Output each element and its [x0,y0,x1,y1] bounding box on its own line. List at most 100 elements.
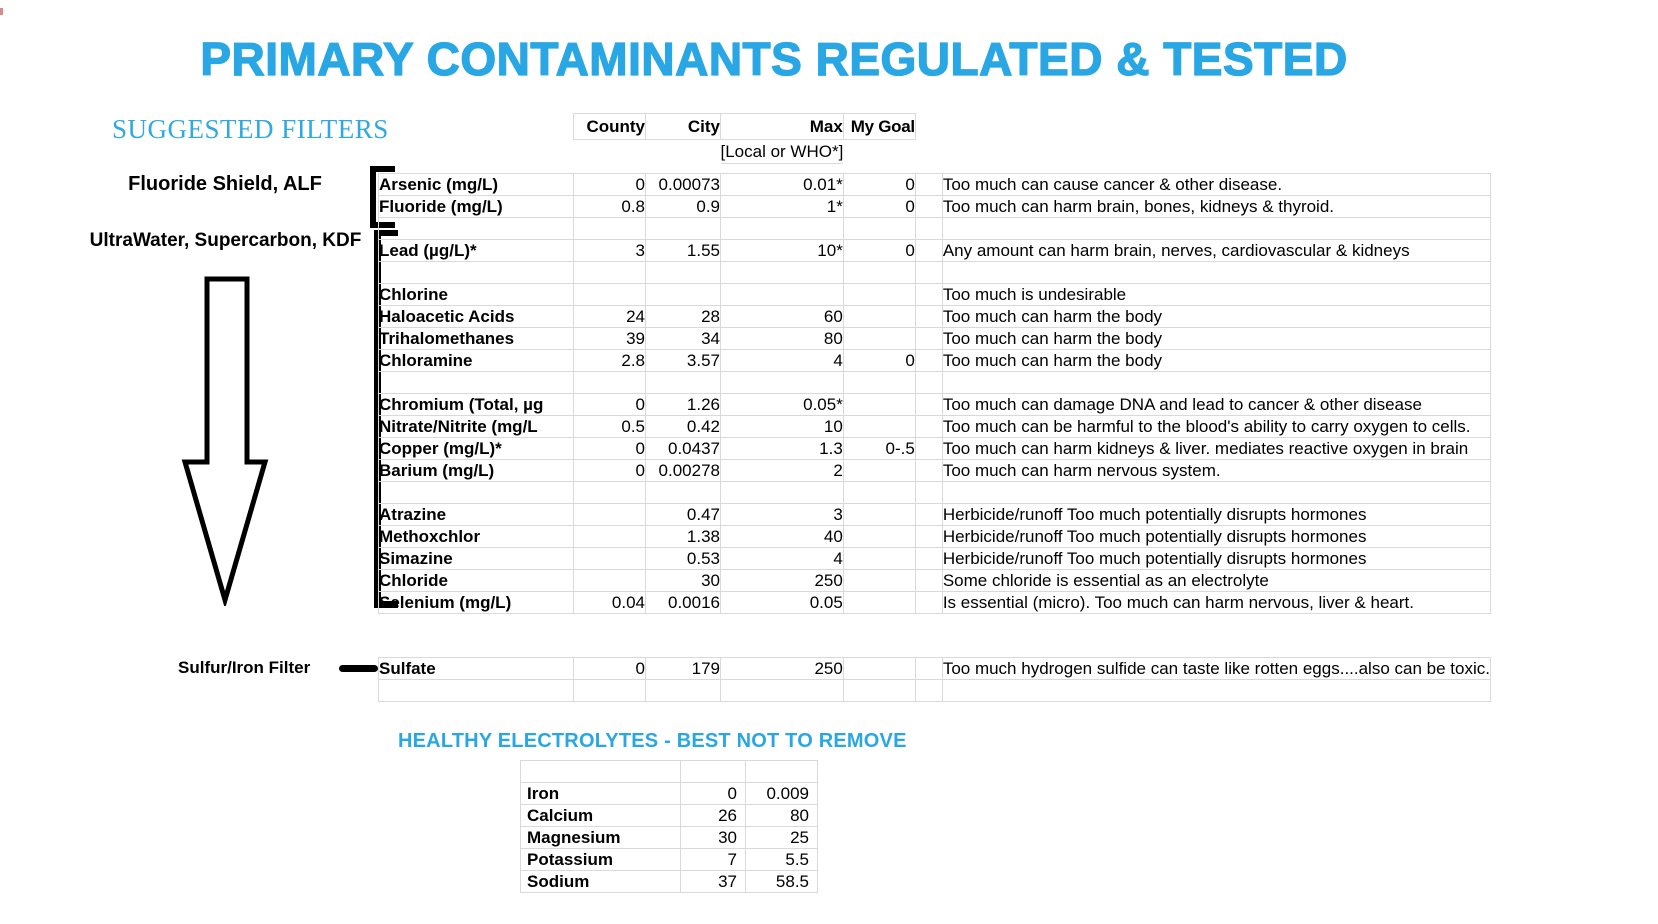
column-header-max: Max [720,113,844,140]
county-value: 0.04 [573,591,646,614]
suggested-filters-label: SUGGESTED FILTERS [112,114,389,144]
max-value: 1* [720,195,844,218]
row-description: Too much can harm the body [941,327,1491,350]
row-description: Too much can be harmful to the blood's a… [941,415,1491,438]
city-value: 3.57 [645,349,721,372]
my-goal-value [842,459,916,482]
blank-grid-row [378,679,1491,702]
column-header-county: County [573,113,646,140]
city-value: 0.47 [645,503,721,526]
row-description: Herbicide/runoff Too much potentially di… [941,503,1491,526]
electrolytes-table: Iron 0 0.009 Calcium 26 80 Magnesium 30 25 Potass… [520,760,818,893]
row-description: Too much can harm the body [941,349,1491,372]
row-description: Too much can harm kidneys & liver. media… [941,437,1491,460]
table-row: Selenium (mg/L) 0.04 0.0016 0.05 Is essentia… [378,591,1491,614]
electrolyte-value-2: 58.5 [745,870,818,893]
table-row: Fluoride (mg/L) 0.8 0.9 1* 0 Too much can har… [378,195,1491,218]
contaminants-table: County City Max My Goal [Local or WHO*] … [378,113,1491,702]
max-value: 10 [720,415,844,438]
max-value: 0.01* [720,173,844,196]
table-row: Haloacetic Acids 24 28 60 Too much can harm … [378,305,1491,328]
my-goal-value [842,657,916,680]
row-description: Is essential (micro). Too much can harm … [941,591,1491,614]
my-goal-value [842,591,916,614]
city-value: 0.9 [645,195,721,218]
my-goal-value: 0-.5 [842,437,916,460]
my-goal-value: 0 [842,349,916,372]
gap-cell [914,327,943,350]
header-row: County City Max My Goal [379,113,1491,140]
electrolyte-label: Iron [520,782,681,805]
city-value: 34 [645,327,721,350]
row-label: Chloramine [378,349,574,372]
city-value: 1.38 [645,525,721,548]
my-goal-value [842,283,916,306]
row-description: Some chloride is essential as an electro… [941,569,1491,592]
row-description: Too much can damage DNA and lead to canc… [941,393,1491,416]
row-description: Any amount can harm brain, nerves, cardi… [941,239,1491,262]
gap-cell [914,239,943,262]
table-row: Sulfate 0 179 250 Too much hydrogen sulfide … [378,657,1491,680]
table-row: Lead (µg/L)* 3 1.55 10* 0 Any amount can harm… [378,239,1491,262]
my-goal-value [842,569,916,592]
county-value: 3 [573,239,646,262]
page-title: PRIMARY CONTAMINANTS REGULATED & TESTED [200,32,1348,85]
subheader-row: [Local or WHO*] [379,139,1491,164]
gap-cell [914,437,943,460]
city-value: 0.00073 [645,173,721,196]
electrolyte-label: Potassium [520,848,681,871]
county-value [573,503,646,526]
electrolytes-title: HEALTHY ELECTROLYTES - BEST NOT TO REMOV… [398,730,907,752]
blank-grid-row [378,371,1491,394]
gap-cell [914,393,943,416]
max-value: 3 [720,503,844,526]
electrolytes-table-body: Iron 0 0.009 Calcium 26 80 Magnesium 30 25 Potass… [520,760,818,893]
my-goal-value [842,305,916,328]
max-value: 0.05* [720,393,844,416]
gap-cell [914,173,943,196]
county-value: 0.5 [573,415,646,438]
row-description: Too much can harm the body [941,305,1491,328]
blank-grid-row [378,481,1491,504]
max-value: 60 [720,305,844,328]
gap-cell [914,415,943,438]
max-note: [Local or WHO*] [720,139,844,164]
row-description: Herbicide/runoff Too much potentially di… [941,525,1491,548]
city-value: 30 [645,569,721,592]
electrolyte-value-2: 25 [745,826,818,849]
table-row: Trihalomethanes 39 34 80 Too much can harm t… [378,327,1491,350]
table-row: Atrazine 0.47 3 Herbicide/runoff Too much p… [378,503,1491,526]
county-value: 24 [573,305,646,328]
table-row: Chlorine Too much is undesirable [378,283,1491,306]
row-label: Methoxchlor [378,525,574,548]
city-value: 0.42 [645,415,721,438]
gap-cell [914,283,943,306]
table-row: Chromium (Total, µg 0 1.26 0.05* Too much ca… [378,393,1491,416]
electrolyte-value-1: 30 [680,826,746,849]
electrolyte-row: Sodium 37 58.5 [520,870,818,893]
blank-grid-row [378,217,1491,240]
my-goal-value [842,503,916,526]
county-value: 39 [573,327,646,350]
row-label: Chloride [378,569,574,592]
electrolyte-value-1: 26 [680,804,746,827]
county-value: 0 [573,459,646,482]
filter-label-sulfur-iron: Sulfur/Iron Filter [178,658,311,677]
county-value: 2.8 [573,349,646,372]
electrolyte-label: Magnesium [520,826,681,849]
my-goal-value [842,415,916,438]
row-label: Simazine [378,547,574,570]
row-label: Lead (µg/L)* [378,239,574,262]
row-label: Trihalomethanes [378,327,574,350]
gap-cell [914,459,943,482]
county-value: 0 [573,437,646,460]
county-value: 0 [573,173,646,196]
electrolyte-value-2: 80 [745,804,818,827]
sulfur-connector-line [339,665,378,672]
county-value [573,569,646,592]
max-value: 10* [720,239,844,262]
row-description: Too much can cause cancer & other diseas… [941,173,1491,196]
down-arrow-icon [181,276,269,606]
city-value: 179 [645,657,721,680]
spacer-row [379,636,1491,658]
